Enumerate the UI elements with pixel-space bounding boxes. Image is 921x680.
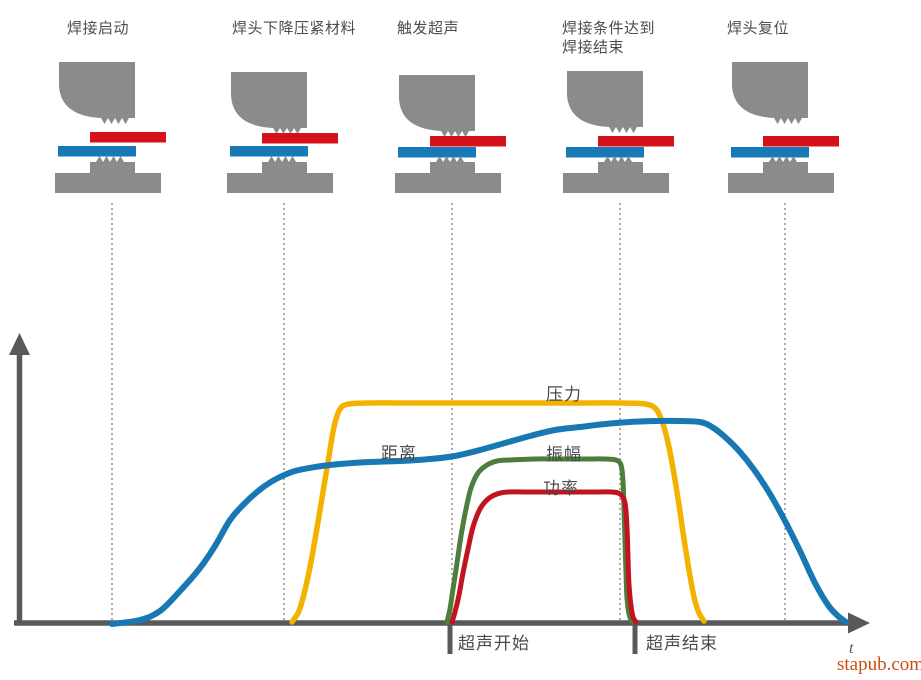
stage-label-text-line2: 焊接结束	[562, 40, 625, 56]
welder-icon-stage-4	[562, 71, 674, 193]
stage-label-text: 焊头复位	[727, 21, 790, 37]
stage-label-horn-reset: 焊头复位	[727, 20, 789, 39]
stage-label-weld-start: 焊接启动	[67, 20, 129, 39]
stage-label-weld-condition-reached: 焊接条件达到 焊接结束	[562, 20, 655, 58]
y-axis-arrow-icon	[9, 333, 30, 355]
stage-guide-lines	[111, 203, 786, 620]
curve-振幅	[444, 456, 635, 625]
time-axis-arrow-icon	[848, 612, 870, 634]
curve-label-distance: 距离	[381, 444, 417, 463]
welder-icon-stage-2	[226, 72, 338, 193]
tick-label-ultrasound-end: 超声结束	[646, 634, 718, 653]
curve-label-power: 功率	[543, 479, 579, 498]
stage-label-horn-descends: 焊头下降压紧材料	[232, 20, 356, 39]
stage-label-text-line1: 焊接条件达到	[562, 21, 656, 37]
time-axis-label: t	[849, 640, 854, 657]
stage-label-text: 焊接启动	[67, 21, 130, 37]
welder-icon-stage-3	[394, 75, 506, 193]
stage-label-text: 触发超声	[397, 21, 460, 37]
curve-label-amplitude: 振幅	[546, 445, 582, 464]
curve-label-pressure: 压力	[546, 385, 582, 404]
curve-距离	[109, 417, 849, 627]
tick-label-ultrasound-start: 超声开始	[458, 634, 530, 653]
watermark: stapub.com	[837, 654, 921, 675]
welder-icon-stage-5	[727, 62, 839, 193]
process-curves	[109, 400, 849, 627]
stage-label-trigger-ultrasound: 触发超声	[397, 20, 459, 39]
welder-icon-stage-1	[54, 62, 166, 193]
curve-压力	[289, 400, 707, 625]
curve-功率	[449, 489, 639, 625]
stage-label-text: 焊头下降压紧材料	[232, 21, 357, 37]
time-axis-ticks	[447, 621, 638, 654]
